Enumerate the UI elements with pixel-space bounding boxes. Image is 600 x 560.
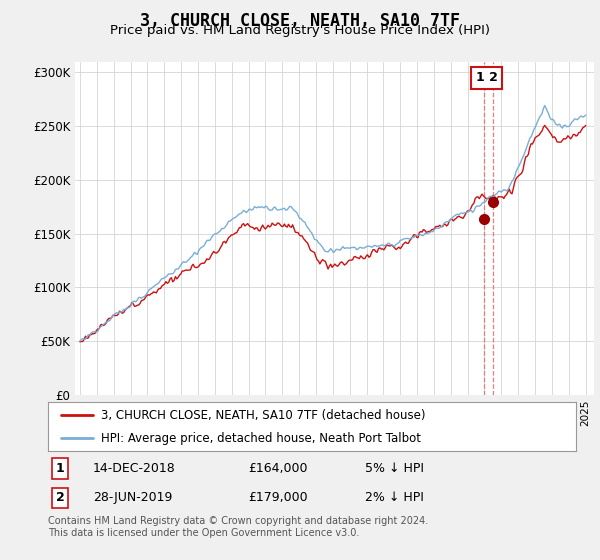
Text: 3, CHURCH CLOSE, NEATH, SA10 7TF: 3, CHURCH CLOSE, NEATH, SA10 7TF: [140, 12, 460, 30]
Text: Price paid vs. HM Land Registry's House Price Index (HPI): Price paid vs. HM Land Registry's House …: [110, 24, 490, 36]
Text: Contains HM Land Registry data © Crown copyright and database right 2024.
This d: Contains HM Land Registry data © Crown c…: [48, 516, 428, 538]
Text: 2% ↓ HPI: 2% ↓ HPI: [365, 491, 424, 505]
Text: 5% ↓ HPI: 5% ↓ HPI: [365, 462, 424, 475]
Text: £164,000: £164,000: [248, 462, 308, 475]
Text: 3, CHURCH CLOSE, NEATH, SA10 7TF (detached house): 3, CHURCH CLOSE, NEATH, SA10 7TF (detach…: [101, 409, 425, 422]
Text: 2: 2: [56, 491, 65, 505]
Text: 1: 1: [56, 462, 65, 475]
Text: 14-DEC-2018: 14-DEC-2018: [93, 462, 176, 475]
Text: £179,000: £179,000: [248, 491, 308, 505]
Text: 28-JUN-2019: 28-JUN-2019: [93, 491, 172, 505]
Text: 1 2: 1 2: [476, 71, 497, 84]
Text: HPI: Average price, detached house, Neath Port Talbot: HPI: Average price, detached house, Neat…: [101, 432, 421, 445]
